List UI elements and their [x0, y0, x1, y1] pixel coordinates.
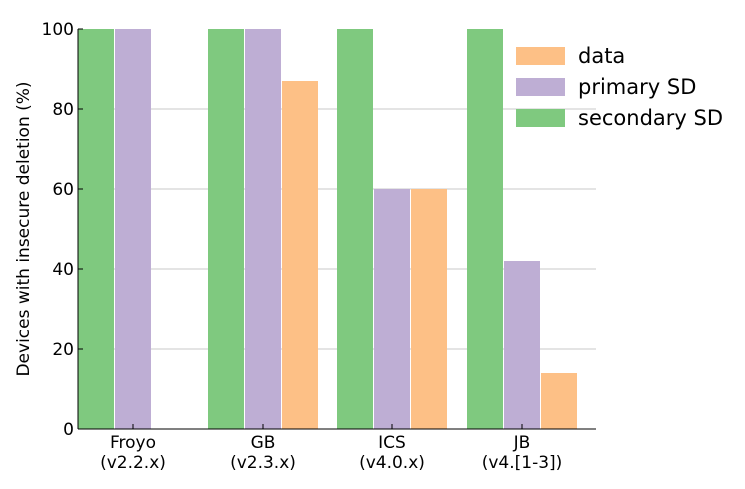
x-category-label: (v4.0.x): [359, 453, 425, 473]
legend-label: primary SD: [578, 75, 696, 99]
y-tick-label: 20: [52, 340, 74, 360]
y-tick-label: 80: [52, 100, 74, 120]
bar-primary-sd: [374, 189, 410, 429]
y-tick-label: 0: [63, 420, 74, 440]
x-category-label: GB: [251, 433, 276, 453]
x-category-label: Froyo: [110, 433, 156, 453]
y-tick-label: 100: [42, 20, 74, 40]
bar-primary-sd: [504, 261, 540, 429]
bars: [78, 29, 577, 429]
bar-secondary-sd: [78, 29, 114, 429]
legend-swatch: [516, 109, 565, 127]
y-tick-label: 40: [52, 260, 74, 280]
bar-primary-sd: [115, 29, 151, 429]
y-tick-label: 60: [52, 180, 74, 200]
x-category-label: ICS: [378, 433, 406, 453]
x-category-label: (v2.2.x): [100, 453, 166, 473]
bar-secondary-sd: [337, 29, 373, 429]
x-category-label: (v4.[1-3]): [482, 453, 563, 473]
legend-swatch: [516, 47, 565, 65]
axes: [77, 29, 596, 430]
bar-secondary-sd: [467, 29, 503, 429]
bar-data: [541, 373, 577, 429]
y-ticks: 0 20 40 60 80 100: [42, 20, 83, 440]
bar-data: [411, 189, 447, 429]
bar-data: [282, 81, 318, 429]
y-axis-label: Devices with insecure deletion (%): [14, 81, 34, 376]
x-category-label: (v2.3.x): [230, 453, 296, 473]
legend-label: secondary SD: [578, 106, 723, 130]
legend-label: data: [578, 44, 625, 68]
x-category-label: JB: [513, 433, 531, 453]
legend: data primary SD secondary SD: [516, 44, 723, 130]
bar-primary-sd: [245, 29, 281, 429]
legend-swatch: [516, 78, 565, 96]
x-category-labels: Froyo(v2.2.x) GB(v2.3.x) ICS(v4.0.x) JB(v4.…: [100, 424, 562, 473]
bar-secondary-sd: [208, 29, 244, 429]
